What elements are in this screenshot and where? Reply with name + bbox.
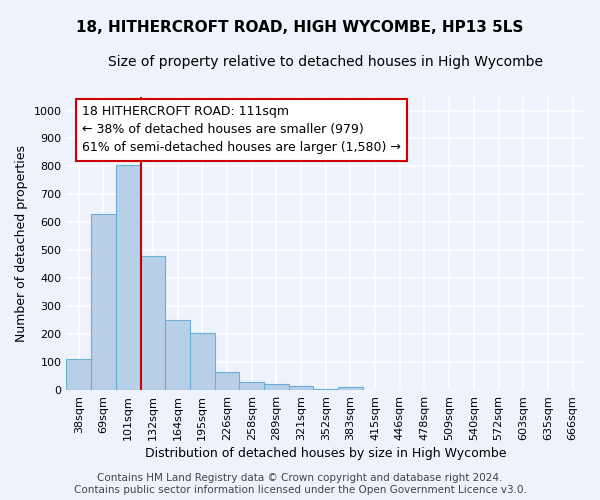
Bar bbox=[215, 372, 239, 390]
Bar bbox=[264, 384, 289, 390]
Title: Size of property relative to detached houses in High Wycombe: Size of property relative to detached ho… bbox=[108, 55, 543, 69]
Bar bbox=[289, 386, 313, 390]
Bar bbox=[338, 388, 363, 390]
Bar bbox=[239, 382, 264, 390]
Text: 18 HITHERCROFT ROAD: 111sqm
← 38% of detached houses are smaller (979)
61% of se: 18 HITHERCROFT ROAD: 111sqm ← 38% of det… bbox=[82, 106, 401, 154]
Bar bbox=[313, 388, 338, 390]
Y-axis label: Number of detached properties: Number of detached properties bbox=[15, 145, 28, 342]
Bar bbox=[140, 256, 165, 390]
Bar bbox=[190, 333, 215, 390]
X-axis label: Distribution of detached houses by size in High Wycombe: Distribution of detached houses by size … bbox=[145, 447, 506, 460]
Text: 18, HITHERCROFT ROAD, HIGH WYCOMBE, HP13 5LS: 18, HITHERCROFT ROAD, HIGH WYCOMBE, HP13… bbox=[76, 20, 524, 35]
Bar bbox=[91, 214, 116, 390]
Bar bbox=[116, 165, 140, 390]
Bar bbox=[165, 320, 190, 390]
Text: Contains HM Land Registry data © Crown copyright and database right 2024.
Contai: Contains HM Land Registry data © Crown c… bbox=[74, 474, 526, 495]
Bar bbox=[67, 360, 91, 390]
